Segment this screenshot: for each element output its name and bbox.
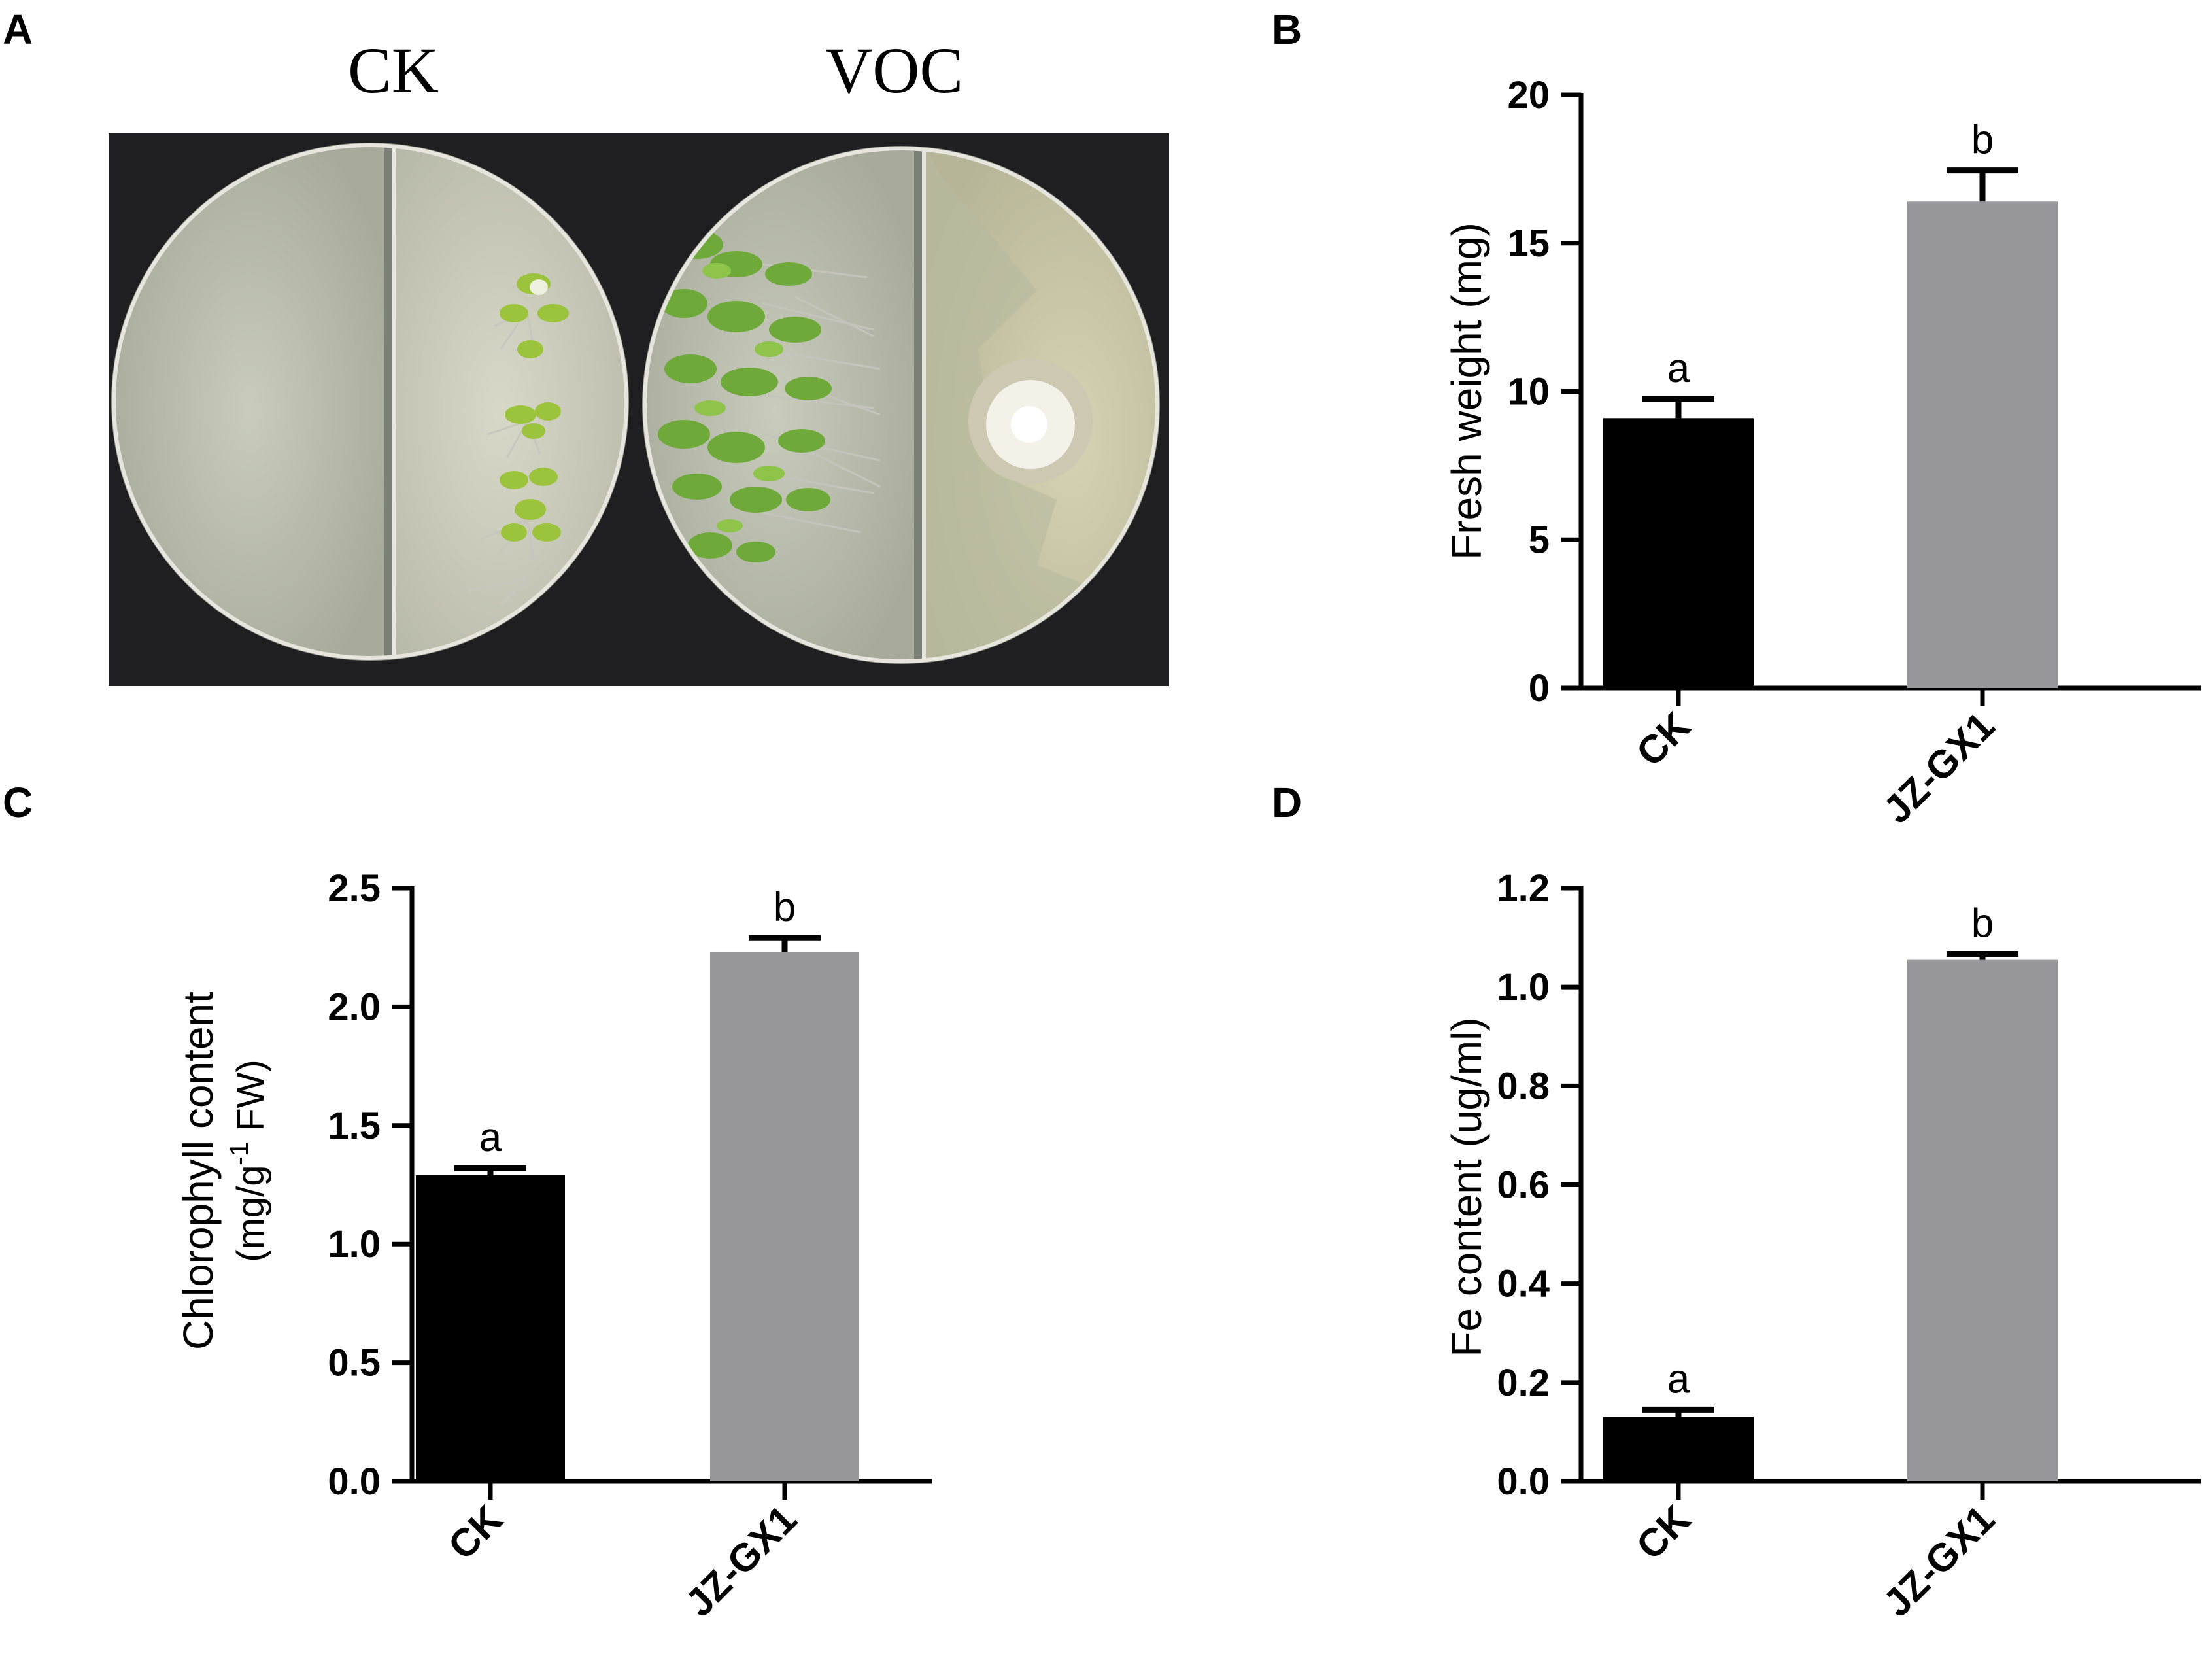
plate-voc bbox=[642, 146, 1160, 664]
bar-d-1 bbox=[1603, 1417, 1754, 1481]
y-tick-label-d: 0.2 bbox=[1497, 1362, 1550, 1404]
y-tick-label-b: 20 bbox=[1507, 74, 1550, 116]
y-tick-label-d: 1.0 bbox=[1497, 966, 1550, 1009]
plate-label-voc: VOC bbox=[825, 34, 964, 107]
panel-letter-d: D bbox=[1272, 779, 1302, 826]
bar-c-2 bbox=[710, 952, 859, 1481]
bar-b-2 bbox=[1907, 201, 2058, 688]
x-tick-label-d: JZ-GX1 bbox=[1875, 1497, 2003, 1625]
bar-b-1 bbox=[1603, 418, 1754, 688]
y-tick-label-b: 0 bbox=[1529, 667, 1550, 710]
significance-letter-b-1: a bbox=[1667, 346, 1690, 391]
y-tick-label-d: 1.2 bbox=[1497, 867, 1550, 910]
x-tick-label-c: CK bbox=[440, 1497, 511, 1568]
panel-letter-c: C bbox=[3, 779, 33, 826]
units-part: (mg/g bbox=[230, 1165, 272, 1262]
units-part: FW) bbox=[230, 1060, 272, 1142]
significance-letter-c-2: b bbox=[774, 885, 796, 930]
y-axis-label-b: Fresh weight (mg) bbox=[1443, 222, 1490, 560]
y-tick-label-d: 0.4 bbox=[1497, 1263, 1550, 1305]
x-tick-label-b: JZ-GX1 bbox=[1875, 704, 2003, 832]
bar-c-1 bbox=[416, 1175, 565, 1481]
y-tick-label-d: 0.8 bbox=[1497, 1065, 1550, 1107]
significance-letter-d-2: b bbox=[1971, 901, 1994, 946]
significance-letter-d-1: a bbox=[1667, 1356, 1690, 1402]
y-tick-label-d: 0.0 bbox=[1497, 1460, 1550, 1503]
y-tick-label-b: 10 bbox=[1507, 371, 1550, 413]
y-tick-label-d: 0.6 bbox=[1497, 1164, 1550, 1207]
y-tick-label-c: 2.0 bbox=[328, 986, 381, 1028]
x-tick-label-b: CK bbox=[1628, 704, 1699, 775]
bar-d-2 bbox=[1907, 959, 2058, 1481]
y-tick-label-c: 2.5 bbox=[328, 867, 381, 910]
y-tick-label-c: 1.0 bbox=[328, 1223, 381, 1266]
y-tick-label-b: 5 bbox=[1529, 519, 1550, 561]
panel-letter-a: A bbox=[3, 6, 33, 53]
y-tick-label-c: 0.5 bbox=[328, 1342, 381, 1385]
significance-letter-c-1: a bbox=[479, 1115, 502, 1160]
y-tick-label-c: 1.5 bbox=[328, 1105, 381, 1147]
y-axis-label-c: Chlorophyll content bbox=[175, 992, 222, 1350]
y-tick-label-c: 0.0 bbox=[328, 1460, 381, 1503]
significance-letter-b-2: b bbox=[1971, 118, 1994, 163]
x-tick-label-c: JZ-GX1 bbox=[677, 1497, 805, 1625]
panel-letter-b: B bbox=[1272, 6, 1302, 53]
y-axis-label-d: Fe content (ug/ml) bbox=[1443, 1017, 1490, 1356]
units-superscript: -1 bbox=[225, 1142, 254, 1165]
y-axis-label-units-c: (mg/g-1 FW) bbox=[225, 1060, 272, 1262]
y-tick-label-b: 15 bbox=[1507, 222, 1550, 265]
x-tick-label-d: CK bbox=[1628, 1497, 1699, 1568]
petri-dish-photo bbox=[109, 133, 1169, 686]
plate-label-ck: CK bbox=[348, 34, 439, 107]
